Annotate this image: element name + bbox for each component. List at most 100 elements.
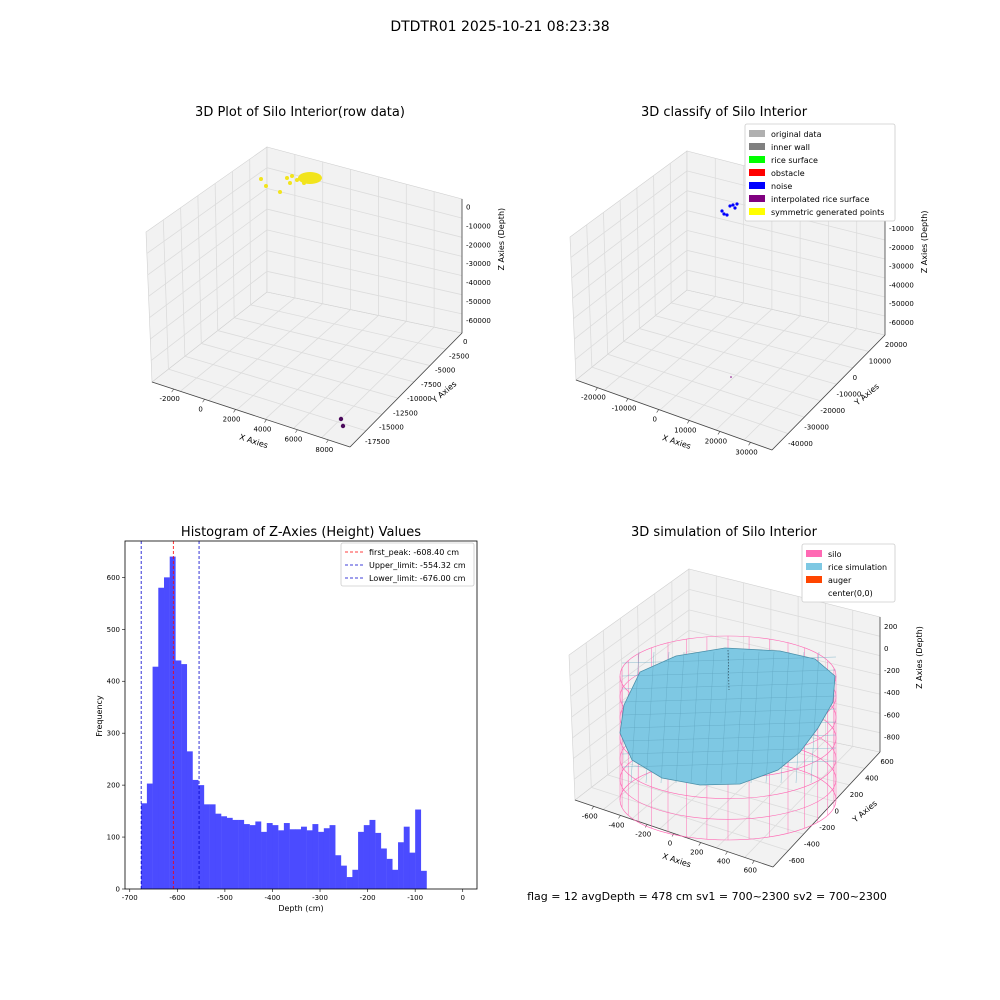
histogram-bar bbox=[152, 666, 159, 889]
histogram-bar bbox=[301, 826, 307, 889]
histogram-bar bbox=[403, 826, 410, 889]
x-tick-label: -400 bbox=[265, 894, 281, 902]
histogram-bar bbox=[209, 804, 216, 889]
histogram-bar bbox=[415, 809, 422, 889]
auger-marker bbox=[727, 649, 730, 691]
y-axis-line bbox=[772, 751, 881, 868]
x-tick-label: -200 bbox=[635, 830, 651, 838]
x-tick bbox=[748, 442, 751, 446]
rice-mesh-line bbox=[621, 695, 837, 703]
x-tick-label: 0 bbox=[198, 405, 202, 413]
x-tick bbox=[671, 833, 675, 837]
y-tick-label: 0 bbox=[853, 374, 857, 382]
plot-frame bbox=[124, 540, 478, 890]
y-tick-label: 400 bbox=[107, 678, 120, 686]
grid-line bbox=[655, 315, 853, 369]
y-tick-label: -400 bbox=[804, 840, 820, 848]
x-tick-label: -10000 bbox=[612, 405, 637, 413]
x-tick bbox=[687, 420, 690, 424]
histogram-bar bbox=[318, 831, 325, 889]
y-tick-label: 100 bbox=[107, 834, 120, 842]
histogram-bar bbox=[215, 813, 222, 889]
histogram-ylabel: Frequency bbox=[95, 695, 104, 737]
x-tick bbox=[202, 399, 205, 403]
x-tick-label: -300 bbox=[312, 894, 328, 902]
grid-line bbox=[586, 224, 593, 368]
grid-line bbox=[623, 341, 821, 402]
grid-line bbox=[232, 171, 235, 318]
y-tick-label: 0 bbox=[835, 808, 839, 816]
noise-point bbox=[720, 209, 724, 213]
histogram-bar bbox=[306, 830, 313, 889]
grid-line bbox=[687, 315, 801, 421]
noise-point bbox=[730, 376, 732, 378]
x-tick-label: 30000 bbox=[735, 448, 757, 456]
histogram-bar bbox=[380, 848, 387, 889]
grid-line bbox=[671, 302, 869, 352]
histogram-bar bbox=[398, 842, 404, 889]
x-axis-line bbox=[151, 381, 351, 448]
grid-line bbox=[150, 270, 463, 361]
grid-line bbox=[607, 353, 805, 418]
classify-plot-title: 3D classify of Silo Interior bbox=[641, 105, 808, 120]
grid-line bbox=[147, 187, 463, 276]
raw-point bbox=[264, 184, 268, 188]
x-axis-label: X Axies bbox=[661, 433, 692, 451]
rice-mesh-line bbox=[621, 734, 837, 742]
z-tick-label: -50000 bbox=[466, 298, 491, 306]
grid-line bbox=[602, 630, 608, 775]
grid-line bbox=[743, 328, 857, 441]
y-tick-label: -20000 bbox=[820, 407, 845, 415]
x-tick-label: -20000 bbox=[581, 394, 606, 402]
grid-line bbox=[180, 207, 186, 357]
histogram-bar bbox=[181, 664, 188, 889]
histogram-bar bbox=[272, 825, 279, 889]
histogram-bar bbox=[261, 831, 267, 889]
noise-point bbox=[722, 212, 726, 216]
rice-mesh-line bbox=[720, 651, 730, 784]
grid-line bbox=[148, 208, 463, 297]
rice-mesh-line bbox=[660, 651, 670, 784]
histogram-bar bbox=[146, 783, 153, 889]
x-tick bbox=[295, 429, 298, 433]
grid-line bbox=[669, 163, 672, 303]
y-tick-label: -600 bbox=[789, 857, 805, 865]
rice-mesh-line bbox=[675, 651, 685, 784]
x-tick-label: 20000 bbox=[705, 437, 727, 445]
noise-point bbox=[735, 202, 739, 206]
x-tick-label: -2000 bbox=[159, 395, 179, 403]
legend-label: rice surface bbox=[771, 156, 818, 165]
raw-point bbox=[302, 181, 306, 185]
grid-line bbox=[201, 343, 399, 399]
histogram-bar bbox=[203, 804, 210, 889]
x-axis-line bbox=[575, 379, 773, 451]
y-tick-label: -30000 bbox=[804, 423, 829, 431]
y-tick-label: -2500 bbox=[449, 352, 469, 360]
legend-label: noise bbox=[771, 182, 792, 191]
x-tick bbox=[725, 851, 728, 855]
x-tick-label: -600 bbox=[169, 894, 185, 902]
x-tick bbox=[591, 806, 594, 810]
legend-label: interpolated rice surface bbox=[771, 195, 869, 204]
legend-label: inner wall bbox=[771, 143, 810, 152]
histogram-bar bbox=[158, 587, 165, 889]
z-tick-label: -50000 bbox=[889, 300, 914, 308]
legend-label: original data bbox=[771, 130, 822, 139]
x-tick-label: 10000 bbox=[674, 426, 696, 434]
histogram-bar bbox=[243, 824, 250, 889]
rice-surface bbox=[619, 647, 836, 786]
z-tick-label: -30000 bbox=[466, 260, 491, 268]
x-tick bbox=[233, 409, 236, 413]
grid-line bbox=[150, 250, 463, 340]
raw-point-cluster bbox=[298, 172, 322, 184]
y-axis-line bbox=[771, 334, 886, 451]
x-tick bbox=[326, 439, 329, 444]
noise-point bbox=[731, 203, 735, 207]
grid-line bbox=[149, 229, 463, 319]
y-tick-label: 10000 bbox=[869, 358, 891, 366]
legend-label: obstacle bbox=[771, 169, 805, 178]
figure-title: DTDTR01 2025-10-21 08:23:38 bbox=[390, 19, 609, 35]
z-tick-label: 200 bbox=[884, 623, 897, 631]
z-tick-label: -60000 bbox=[466, 317, 491, 325]
